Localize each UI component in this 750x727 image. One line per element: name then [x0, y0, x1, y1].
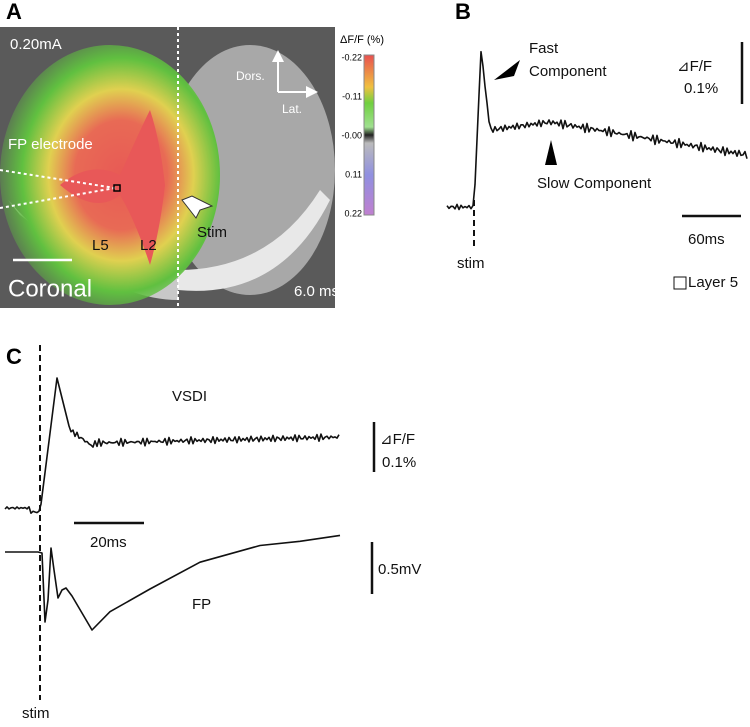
panel-label: A: [6, 0, 22, 24]
colorbar-ticks: -0.22 -0.11 -0.00 0.11 0.22: [341, 52, 362, 218]
arrowhead: [272, 50, 284, 62]
trace-label: FP: [192, 596, 211, 613]
electrode-label: FP electrode: [8, 136, 93, 153]
panel-label: C: [6, 344, 22, 369]
time-label: 6.0 ms: [294, 283, 339, 300]
scale-label: 20ms: [90, 534, 127, 551]
roi-marker: [113, 184, 121, 192]
fast-label: Component: [529, 63, 607, 80]
stim-label: stim: [22, 705, 50, 722]
arrowhead: [494, 60, 520, 80]
legend-box: [673, 276, 687, 290]
stim-arrow: [181, 195, 214, 219]
colorbar-tick-label: 0.11: [345, 169, 362, 179]
vsdi-trace: [446, 50, 748, 211]
colorbar: [363, 54, 375, 216]
stim-label: stim: [457, 255, 485, 272]
scale-label: 0.1%: [382, 454, 416, 471]
fast-label: Fast: [529, 40, 559, 57]
arrowhead: [545, 140, 557, 165]
fp-trace: [5, 534, 341, 631]
colorbar-tick-label: -0.11: [342, 91, 362, 101]
layer-label: L2: [140, 237, 157, 254]
colorbar-tick-label: -0.22: [341, 52, 362, 62]
axis-label: Lat.: [282, 102, 302, 116]
layer-label: L5: [92, 237, 109, 254]
scale-label: 60ms: [688, 231, 725, 248]
electrode-line: [0, 169, 116, 189]
colorbar-title: ΔF/F (%): [340, 34, 384, 46]
arrowhead: [306, 86, 318, 98]
scale-label: 0.5mV: [378, 561, 421, 578]
electrode-line: [0, 187, 116, 209]
legend-label: Layer 5: [688, 274, 738, 291]
slow-label: Slow Component: [537, 175, 652, 192]
scale-label: ⊿F/F: [677, 58, 712, 75]
vsdi-trace: [4, 377, 340, 514]
stim-label: Stim: [197, 224, 227, 241]
scale-label: 0.1%: [684, 80, 718, 97]
tissue-edge: [178, 190, 330, 291]
axis-label: Dors.: [236, 69, 265, 83]
colorbar-tick-label: 0.22: [344, 208, 362, 218]
current: 0.20mA: [10, 36, 62, 53]
panel-label: B: [455, 0, 471, 24]
colorbar-tick-label: -0.00: [341, 130, 362, 140]
scale-label: ⊿F/F: [380, 431, 415, 448]
trace-label: VSDI: [172, 388, 207, 405]
view-label: Coronal: [8, 275, 92, 302]
